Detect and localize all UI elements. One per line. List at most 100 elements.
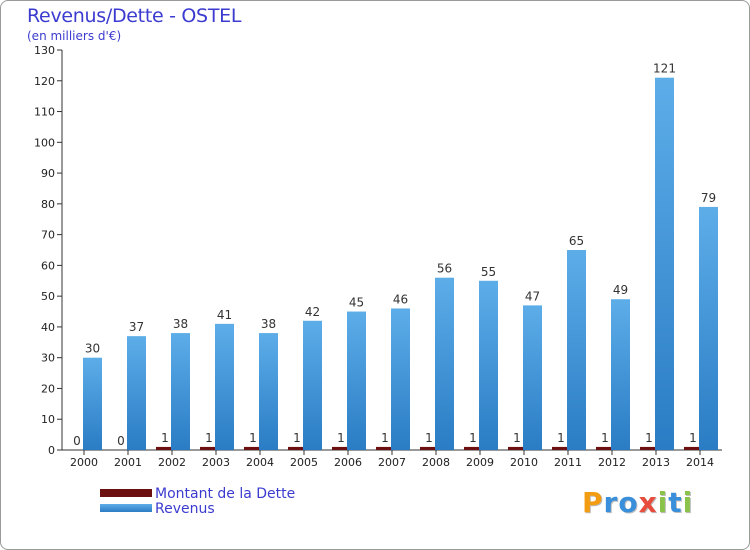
label-dette-2007: 1 (381, 431, 389, 445)
y-tick-label: 20 (41, 382, 55, 395)
bar-dette-2009 (464, 446, 482, 450)
bar-revenus-2006 (347, 311, 366, 450)
label-revenus-2008: 56 (437, 262, 452, 276)
bar-revenus-2013 (655, 77, 674, 450)
label-revenus-2002: 38 (173, 317, 188, 331)
label-revenus-2013: 121 (653, 62, 676, 76)
legend-swatch-revenus (100, 504, 152, 512)
label-dette-2013: 1 (645, 431, 653, 445)
y-tick-label: 60 (41, 259, 55, 272)
x-tick-label: 2007 (378, 456, 406, 469)
bar-dette-2010 (508, 446, 526, 450)
label-dette-2000: 0 (73, 434, 81, 448)
bar-dette-2006 (332, 446, 350, 450)
label-dette-2011: 1 (557, 431, 565, 445)
x-axis: 2000 2001 2002 2003 2004 2005 2006 2007 2008 2009… (62, 449, 722, 469)
bar-revenus-2011 (567, 250, 586, 450)
bars (83, 77, 718, 450)
label-dette-2005: 1 (293, 431, 301, 445)
label-revenus-2000: 30 (85, 342, 100, 356)
x-tick-label: 2008 (422, 456, 450, 469)
bar-revenus-2000 (83, 357, 102, 450)
bar-dette-2002 (156, 446, 174, 450)
logo-letter: o (618, 486, 639, 519)
x-tick-label: 2012 (598, 456, 626, 469)
x-tick-label: 2009 (466, 456, 494, 469)
y-tick-label: 90 (41, 167, 55, 180)
x-tick-label: 2014 (686, 456, 714, 469)
label-dette-2004: 1 (249, 431, 257, 445)
label-dette-2003: 1 (205, 431, 213, 445)
logo-letter: i (657, 486, 669, 519)
bar-revenus-2009 (479, 280, 498, 450)
legend-label-revenus: Revenus (155, 501, 215, 517)
label-dette-2002: 1 (161, 431, 169, 445)
label-revenus-2003: 41 (217, 308, 232, 322)
y-tick-label: 120 (34, 75, 55, 88)
logo-letter: i (682, 486, 694, 519)
x-tick-label: 2001 (114, 456, 142, 469)
bar-dette-2003 (200, 446, 218, 450)
bar-revenus-2012 (611, 299, 630, 450)
label-revenus-2004: 38 (261, 317, 276, 331)
y-tick-label: 130 (34, 44, 55, 57)
bar-dette-2011 (552, 446, 570, 450)
y-tick-label: 30 (41, 352, 55, 365)
chart-title: Revenus/Dette - OSTEL (27, 5, 242, 27)
bar-revenus-2001 (127, 336, 146, 450)
x-tick-label: 2010 (510, 456, 538, 469)
bar-revenus-2004 (259, 333, 278, 450)
y-tick-label: 10 (41, 413, 55, 426)
label-revenus-2006: 45 (349, 296, 364, 310)
label-revenus-2001: 37 (129, 320, 144, 334)
data-labels: 0 30 0 37 1 38 1 41 1 38 1 42 1 45 1 46 1 56 1 55 1 47 1 65 1 49 1… (73, 62, 716, 448)
label-revenus-2005: 42 (305, 305, 320, 319)
proxiti-logo: Proxiti (582, 486, 693, 519)
y-tick-label: 0 (48, 444, 55, 457)
x-tick-label: 2004 (246, 456, 274, 469)
label-revenus-2011: 65 (569, 234, 584, 248)
logo-letter: P (582, 486, 604, 519)
x-tick-label: 2005 (290, 456, 318, 469)
bar-dette-2013 (640, 446, 658, 450)
y-tick-label: 110 (34, 106, 55, 119)
x-tick-label: 2006 (334, 456, 362, 469)
label-revenus-2014: 79 (701, 191, 716, 205)
label-dette-2008: 1 (425, 431, 433, 445)
y-tick-label: 50 (41, 290, 55, 303)
logo-letter: r (603, 486, 619, 519)
x-tick-label: 2013 (642, 456, 670, 469)
x-tick-label: 2011 (554, 456, 582, 469)
label-dette-2014: 1 (689, 431, 697, 445)
bar-dette-2012 (596, 446, 614, 450)
bar-revenus-2008 (435, 277, 454, 450)
bar-dette-2007 (376, 446, 394, 450)
y-axis: 0 10 20 30 40 50 60 70 80 90 100 110 120 130 (34, 44, 63, 457)
label-revenus-2007: 46 (393, 292, 408, 306)
bar-dette-2014 (684, 446, 702, 450)
x-tick-label: 2000 (70, 456, 98, 469)
legend-label-dette: Montant de la Dette (155, 486, 296, 502)
chart-subtitle: (en milliers d'€) (27, 29, 122, 43)
label-dette-2012: 1 (601, 431, 609, 445)
legend-swatch-dette (100, 489, 152, 497)
bar-dette-2004 (244, 446, 262, 450)
y-tick-label: 100 (34, 136, 55, 149)
label-revenus-2012: 49 (613, 283, 628, 297)
label-dette-2001: 0 (117, 434, 125, 448)
y-tick-label: 80 (41, 198, 55, 211)
bar-revenus-2002 (171, 333, 190, 450)
logo-letter: x (638, 486, 658, 519)
y-tick-label: 40 (41, 321, 55, 334)
bar-revenus-2007 (391, 308, 410, 450)
x-tick-label: 2003 (202, 456, 230, 469)
bar-revenus-2003 (215, 323, 234, 450)
label-revenus-2010: 47 (525, 289, 540, 303)
bar-revenus-2005 (303, 320, 322, 450)
y-tick-label: 70 (41, 229, 55, 242)
bar-revenus-2014 (699, 206, 718, 450)
logo-letter: t (668, 486, 683, 519)
label-dette-2006: 1 (337, 431, 345, 445)
